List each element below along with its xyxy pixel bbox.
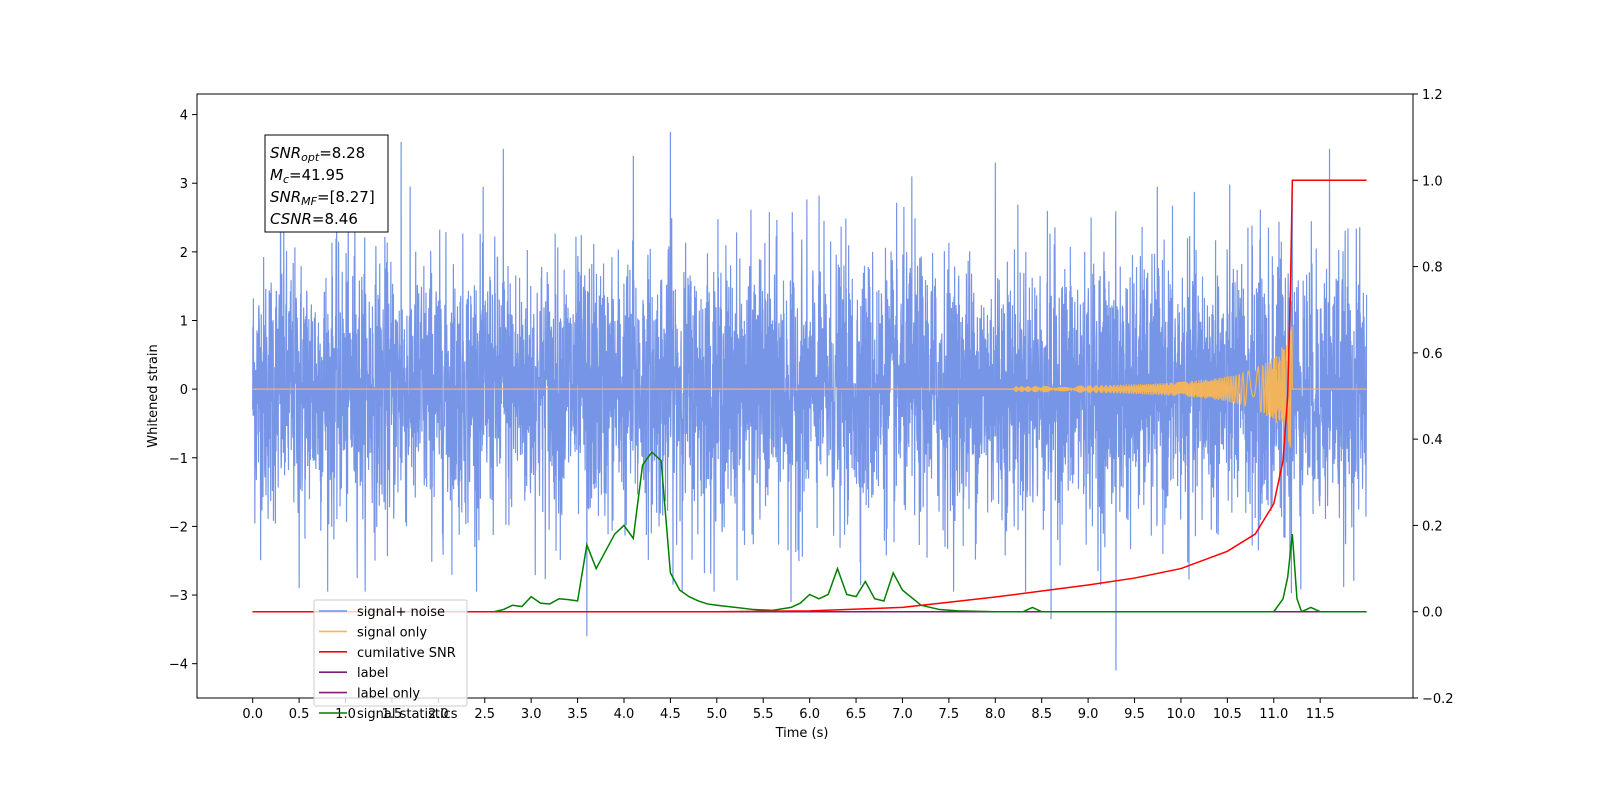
x-tick-label: 5.5 — [753, 707, 774, 722]
legend-entry-label: signal statistics — [357, 707, 458, 722]
y-tick-label: 1 — [180, 315, 188, 330]
y-axis-label: Whitened strain — [146, 344, 161, 447]
legend-entry-label: signal only — [357, 625, 427, 640]
x-tick-label: 2.5 — [474, 707, 495, 722]
series-signal-statistics-line — [252, 450, 1367, 613]
x-tick-label: 6.5 — [846, 707, 867, 722]
legend-entry-label: cumilative SNR — [357, 646, 456, 661]
y2-tick-label: 0.2 — [1422, 519, 1443, 534]
info-line: SNRopt=8.28 — [270, 144, 365, 164]
legend-entry-label: label only — [357, 687, 420, 702]
x-tick-label: 5.0 — [706, 707, 727, 722]
y-tick-label: −3 — [169, 589, 188, 604]
y-axis-left: −4 −3 −2 −1 0 1 2 3 4 — [169, 109, 197, 673]
x-tick-label: 0.0 — [242, 707, 263, 722]
x-tick-label: 8.5 — [1031, 707, 1052, 722]
x-tick-label: 1.0 — [335, 707, 356, 722]
info-line: CSNR=8.46 — [270, 210, 358, 228]
y-axis-right: −0.2 0.0 0.2 0.4 0.6 0.8 1.0 1.2 — [1413, 88, 1454, 707]
x-tick-label: 3.0 — [521, 707, 542, 722]
y2-tick-label: −0.2 — [1422, 692, 1454, 707]
x-tick-label: 10.0 — [1166, 707, 1195, 722]
legend-entry-label: label — [357, 666, 388, 681]
info-box-frame — [264, 134, 389, 233]
x-tick-label: 3.5 — [567, 707, 588, 722]
x-axis: 0.0 0.5 1.0 1.5 2.0 2.5 3.0 3.5 4.0 4.5 5.0 5.5 6.0 6… — [242, 698, 1335, 722]
y2-tick-label: 1.2 — [1422, 88, 1443, 103]
x-tick-label: 7.5 — [939, 707, 960, 722]
legend-entry-label: signal+ noise — [357, 605, 445, 620]
legend: signal+ noise signal only cumilative SNR la… — [313, 599, 468, 722]
x-tick-label: 4.5 — [660, 707, 681, 722]
y-tick-label: −2 — [169, 520, 188, 535]
x-tick-label: 10.5 — [1213, 707, 1242, 722]
x-tick-label: 6.0 — [799, 707, 820, 722]
x-tick-label: 1.5 — [382, 707, 403, 722]
x-tick-label: 9.0 — [1078, 707, 1099, 722]
series-cumilative-snr-line — [252, 179, 1367, 613]
info-line: SNRMF=[8.27] — [270, 188, 375, 208]
y-tick-label: −1 — [169, 452, 188, 467]
y2-tick-label: 0.6 — [1422, 347, 1443, 362]
x-tick-label: 11.5 — [1306, 707, 1335, 722]
series-signal-only-line — [252, 326, 1367, 448]
x-tick-label: 0.5 — [289, 707, 310, 722]
y-tick-label: 2 — [180, 246, 188, 261]
x-axis-label: Time (s) — [775, 726, 829, 741]
y2-tick-label: 1.0 — [1422, 174, 1443, 189]
legend-frame — [313, 599, 468, 707]
info-line: Mc=41.95 — [270, 166, 345, 186]
x-tick-label: 11.0 — [1259, 707, 1288, 722]
x-tick-label: 9.5 — [1124, 707, 1145, 722]
y-tick-label: 3 — [180, 177, 188, 192]
y-tick-label: 4 — [180, 109, 188, 124]
x-tick-label: 8.0 — [985, 707, 1006, 722]
x-tick-label: 7.0 — [892, 707, 913, 722]
y2-tick-label: 0.0 — [1422, 606, 1443, 621]
plot-frame — [196, 93, 1414, 699]
y2-tick-label: 0.8 — [1422, 261, 1443, 276]
x-tick-label: 4.0 — [614, 707, 635, 722]
y-tick-label: 0 — [180, 383, 188, 398]
y2-tick-label: 0.4 — [1422, 433, 1443, 448]
y-tick-label: −4 — [169, 658, 188, 673]
x-tick-label: 2.0 — [428, 707, 449, 722]
